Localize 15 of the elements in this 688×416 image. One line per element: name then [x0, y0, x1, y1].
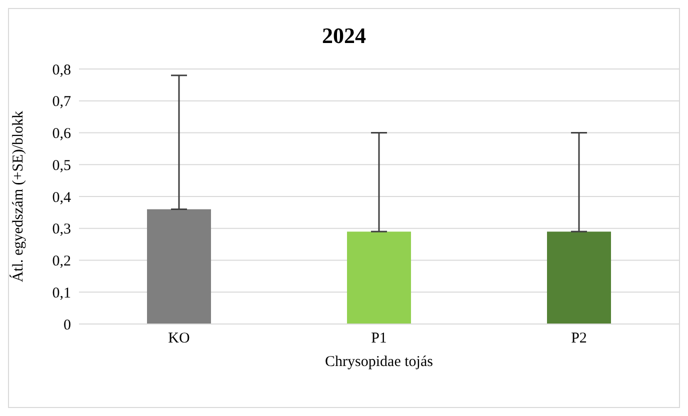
y-tick-label: 0,4: [52, 190, 72, 206]
y-tick-label: 0: [64, 317, 71, 334]
y-tick-label: 0,6: [52, 126, 72, 142]
y-tick-label: 0,8: [52, 62, 71, 78]
chart-title: 2024: [321, 23, 367, 49]
y-axis-title: Átl. egyedszám (+SE)/blokk: [9, 110, 26, 282]
x-tick-label: P2: [571, 330, 587, 347]
x-tick-label: P1: [371, 330, 387, 347]
x-tick-label: KO: [168, 330, 190, 347]
y-tick-label: 0,7: [52, 94, 72, 110]
y-tick-label: 0,1: [52, 285, 71, 302]
x-axis-title: Chrysopidae tojás: [325, 354, 434, 370]
y-tick-label: 0,3: [52, 222, 71, 238]
y-tick-label: 0,2: [52, 254, 71, 270]
y-tick-label: 0,5: [52, 158, 71, 174]
